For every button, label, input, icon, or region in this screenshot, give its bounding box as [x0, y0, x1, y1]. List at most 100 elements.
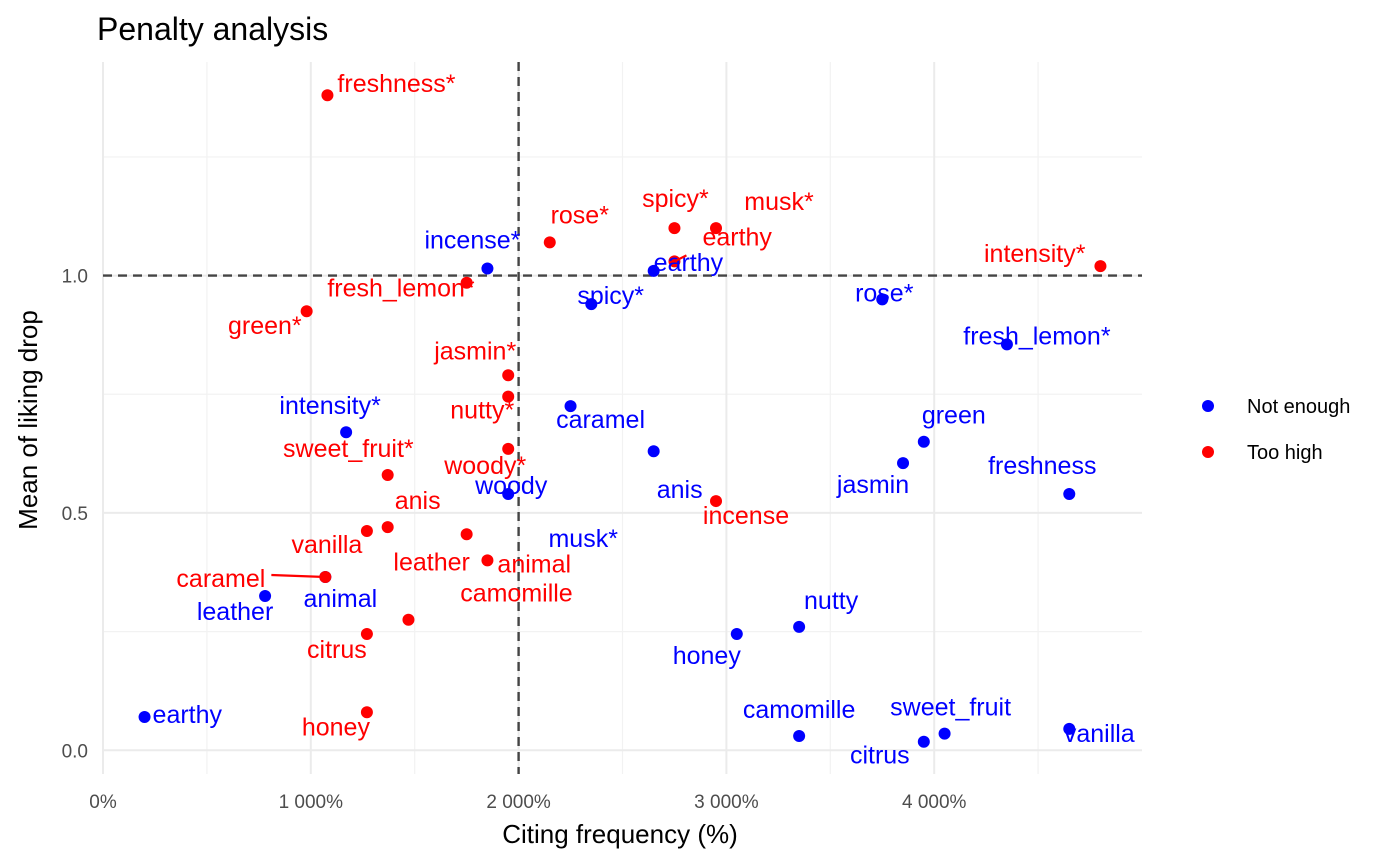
point-label: fresh_lemon*	[963, 322, 1111, 350]
x-tick-label: 0%	[89, 792, 117, 813]
data-point	[1063, 487, 1076, 500]
data-point	[259, 590, 272, 602]
data-point	[381, 468, 394, 481]
point-label: intensity*	[984, 240, 1086, 268]
point-label: leather	[393, 548, 469, 576]
y-tick-label: 0.5	[62, 504, 88, 525]
point-label: jasmin	[836, 471, 909, 499]
data-point	[710, 495, 723, 508]
data-points	[138, 89, 1107, 748]
point-label: woody*	[443, 452, 526, 480]
point-label: spicy*	[577, 282, 644, 310]
point-label: animal	[497, 550, 571, 578]
point-label: citrus	[850, 742, 910, 770]
data-point	[138, 711, 151, 724]
point-label: caramel	[176, 565, 265, 593]
y-tick-label: 1.0	[62, 267, 88, 288]
legend-label: Not enough	[1247, 396, 1350, 418]
point-label: honey	[302, 713, 371, 741]
data-point	[917, 435, 930, 448]
x-tick-label: 4 000%	[902, 792, 967, 813]
x-tick-label: 3 000%	[694, 792, 759, 813]
data-point	[360, 706, 373, 719]
point-label: green*	[228, 312, 302, 340]
data-point	[668, 222, 681, 235]
data-point	[502, 442, 515, 455]
plot-grid	[102, 62, 1142, 774]
data-point	[647, 445, 660, 458]
point-label: incense*	[424, 226, 520, 254]
point-label: intensity*	[279, 392, 381, 420]
point-label: nutty	[804, 587, 859, 615]
data-point	[793, 620, 806, 633]
y-tick-label: 0.0	[62, 741, 88, 762]
data-point	[481, 262, 494, 275]
point-label: musk*	[548, 525, 618, 553]
legend-label: Too high	[1247, 442, 1323, 464]
point-label: incense	[703, 502, 789, 530]
data-point	[460, 528, 473, 541]
label-leader-line	[271, 573, 326, 579]
point-label: fresh_lemon*	[327, 275, 475, 303]
data-point	[481, 554, 494, 567]
point-label: green	[922, 402, 986, 430]
point-label: freshness*	[337, 70, 455, 98]
point-label: rose*	[855, 279, 914, 307]
x-axis-ticks: 0% 1 000% 2 000% 3 000% 4 000%	[89, 792, 966, 813]
point-label: honey	[673, 642, 742, 670]
data-point	[897, 457, 910, 470]
data-point	[502, 487, 515, 500]
point-label: anis	[395, 487, 441, 515]
point-label: spicy*	[642, 185, 709, 213]
data-point	[543, 236, 556, 249]
point-label: freshness	[988, 452, 1096, 480]
point-label: earthy	[153, 701, 223, 729]
data-point	[381, 521, 394, 534]
point-label: sweet_fruit	[890, 694, 1011, 722]
x-axis-title: Citing frequency (%)	[502, 819, 738, 849]
point-label: sweet_fruit*	[283, 435, 414, 463]
point-label: anis	[657, 476, 703, 504]
data-point	[793, 730, 806, 743]
chart-title: Penalty analysis	[97, 11, 328, 47]
data-point	[460, 276, 473, 289]
point-label: woody	[474, 472, 548, 500]
data-point	[402, 613, 415, 626]
legend-marker	[1202, 446, 1214, 458]
data-point	[710, 222, 723, 235]
point-label: animal	[304, 585, 378, 613]
data-point	[585, 298, 598, 311]
point-label: jasmin*	[433, 337, 516, 365]
data-point	[502, 390, 515, 403]
point-label: earthy	[654, 249, 724, 277]
reference-lines	[103, 62, 1142, 774]
data-point	[360, 524, 373, 537]
data-point	[340, 426, 353, 439]
point-label: citrus	[307, 636, 367, 664]
x-tick-label: 2 000%	[486, 792, 551, 813]
data-point	[876, 293, 889, 306]
data-point	[564, 400, 577, 413]
data-point	[1063, 722, 1076, 735]
x-tick-label: 1 000%	[279, 792, 344, 813]
data-point	[502, 369, 515, 382]
point-label: camomille	[743, 696, 856, 724]
point-label: musk*	[744, 188, 814, 216]
data-point	[1094, 260, 1107, 273]
point-label: caramel	[556, 406, 645, 434]
y-axis-ticks: 0.0 0.5 1.0	[62, 267, 88, 763]
data-point	[321, 89, 334, 102]
data-point	[917, 735, 930, 748]
data-point	[730, 627, 743, 640]
point-label: leather	[197, 598, 273, 626]
point-label: camomille	[460, 580, 573, 608]
data-point	[938, 727, 951, 740]
data-point	[300, 305, 313, 318]
legend: Not enough Too high	[1202, 396, 1350, 464]
point-label: rose*	[551, 201, 610, 229]
data-point	[360, 627, 373, 640]
point-label: vanilla	[291, 531, 362, 559]
point-label: vanilla	[1064, 720, 1135, 748]
